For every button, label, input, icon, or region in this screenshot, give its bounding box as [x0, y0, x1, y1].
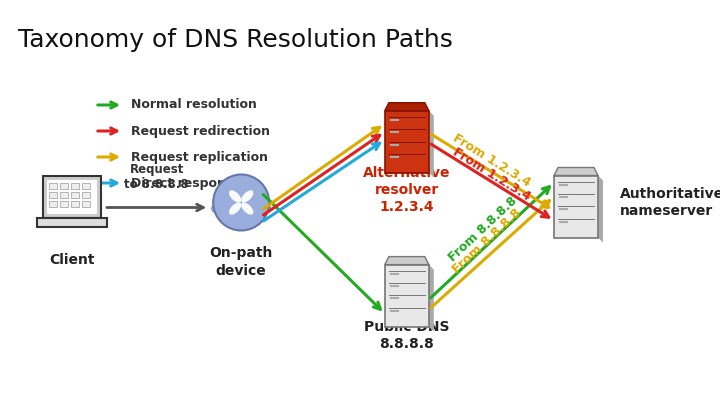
FancyBboxPatch shape: [37, 217, 107, 226]
FancyBboxPatch shape: [60, 192, 68, 198]
Ellipse shape: [212, 199, 271, 218]
FancyBboxPatch shape: [43, 175, 101, 217]
FancyBboxPatch shape: [71, 192, 79, 198]
FancyBboxPatch shape: [82, 192, 90, 198]
Ellipse shape: [241, 190, 253, 202]
Text: From 8.8.8.8: From 8.8.8.8: [451, 206, 524, 276]
Text: Direct responding: Direct responding: [131, 177, 256, 190]
Text: From 1.2.3.4: From 1.2.3.4: [450, 145, 533, 203]
Text: Authoritative
nameserver: Authoritative nameserver: [620, 187, 720, 218]
FancyBboxPatch shape: [82, 183, 90, 188]
FancyBboxPatch shape: [82, 200, 90, 207]
Text: Public DNS
8.8.8.8: Public DNS 8.8.8.8: [364, 320, 449, 351]
Polygon shape: [598, 175, 603, 243]
Ellipse shape: [241, 202, 253, 215]
FancyBboxPatch shape: [60, 183, 68, 188]
FancyBboxPatch shape: [554, 175, 598, 237]
Text: Normal resolution: Normal resolution: [131, 98, 257, 111]
Circle shape: [213, 175, 269, 230]
Text: Request
to 8.8.8.8: Request to 8.8.8.8: [125, 162, 189, 190]
Text: Client: Client: [49, 252, 95, 266]
FancyBboxPatch shape: [71, 200, 79, 207]
Polygon shape: [384, 103, 429, 111]
Polygon shape: [429, 264, 433, 332]
FancyBboxPatch shape: [47, 179, 97, 213]
Text: Request redirection: Request redirection: [131, 124, 270, 138]
Text: Alternative
resolver
1.2.3.4: Alternative resolver 1.2.3.4: [363, 166, 451, 214]
FancyBboxPatch shape: [384, 264, 429, 326]
FancyBboxPatch shape: [49, 183, 57, 188]
Text: Taxonomy of DNS Resolution Paths: Taxonomy of DNS Resolution Paths: [18, 28, 453, 52]
Text: From 8.8.8.8: From 8.8.8.8: [446, 194, 520, 264]
Polygon shape: [384, 257, 429, 264]
Ellipse shape: [229, 202, 241, 215]
FancyBboxPatch shape: [60, 200, 68, 207]
Text: Request replication: Request replication: [131, 151, 268, 164]
FancyBboxPatch shape: [49, 200, 57, 207]
Polygon shape: [429, 111, 433, 178]
FancyBboxPatch shape: [49, 192, 57, 198]
Text: On-path
device: On-path device: [210, 247, 273, 278]
Text: From 1.2.3.4: From 1.2.3.4: [450, 131, 533, 189]
Polygon shape: [554, 168, 598, 175]
FancyBboxPatch shape: [384, 111, 429, 173]
Ellipse shape: [229, 190, 241, 202]
FancyBboxPatch shape: [71, 183, 79, 188]
